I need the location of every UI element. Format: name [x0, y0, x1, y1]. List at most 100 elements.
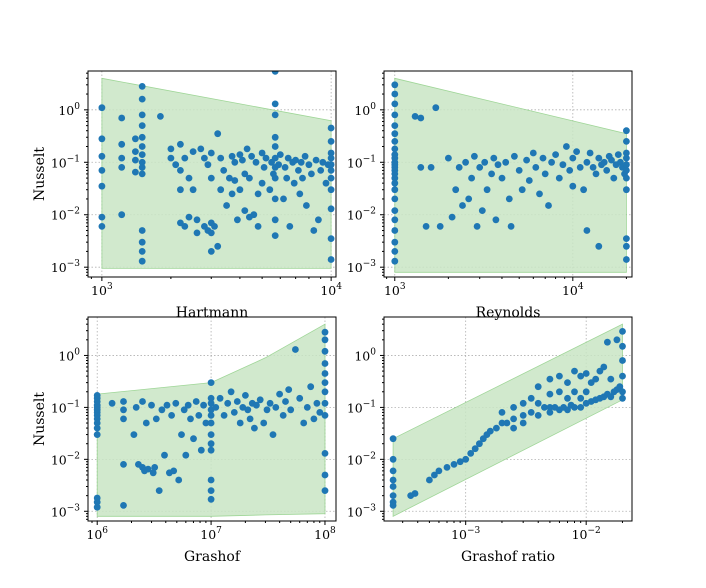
data-point [250, 211, 258, 219]
data-point [467, 450, 475, 457]
data-point [190, 435, 197, 443]
data-point [272, 404, 280, 411]
data-point [580, 186, 587, 194]
data-point [546, 409, 554, 416]
data-point [266, 399, 274, 407]
data-point [391, 145, 399, 153]
data-point [576, 164, 584, 171]
data-point [246, 174, 253, 182]
data-point [507, 223, 515, 230]
data-point [233, 398, 241, 405]
data-point [93, 424, 101, 432]
data-point [207, 476, 215, 484]
data-point [488, 170, 495, 178]
data-point [98, 152, 106, 160]
data-point [285, 386, 293, 393]
data-point [532, 164, 540, 171]
data-point [321, 471, 329, 479]
data-point [271, 71, 279, 75]
data-point [187, 415, 194, 423]
data-point [138, 111, 146, 119]
data-point [623, 242, 630, 250]
data-point [207, 412, 215, 419]
data-point [98, 182, 106, 190]
data-point [120, 406, 127, 414]
data-point [227, 388, 235, 396]
data-point [327, 167, 335, 174]
y-tick-label: 10−3 [347, 259, 376, 275]
data-point [317, 167, 325, 174]
data-point [120, 461, 127, 468]
data-point [582, 370, 590, 377]
data-point [197, 446, 205, 454]
data-point [138, 248, 146, 255]
data-point [327, 186, 335, 194]
data-point [241, 207, 249, 215]
data-point [515, 167, 523, 174]
data-point [256, 396, 264, 404]
data-point [148, 401, 155, 409]
data-point [266, 186, 274, 194]
data-point [207, 394, 215, 402]
data-point [271, 195, 279, 203]
data-point [476, 440, 483, 448]
y-axis-label: Nusselt [32, 392, 48, 446]
data-point [389, 476, 397, 484]
data-point [172, 399, 180, 407]
data-point [431, 471, 438, 479]
data-point [193, 216, 201, 224]
data-point [527, 409, 535, 416]
data-point [138, 151, 146, 159]
y-tick-label: 10−2 [347, 451, 376, 467]
data-point [465, 195, 473, 203]
panel-grashof: 106 107 108 10−3 10−2 10−1 100 Grashof Nusselt [32, 316, 337, 565]
data-point [271, 111, 279, 119]
data-point [138, 257, 146, 265]
data-point [391, 238, 399, 246]
data-point [236, 186, 244, 194]
data-point [471, 445, 479, 453]
data-point [493, 424, 500, 432]
data-point [450, 461, 458, 468]
scatter-series [391, 81, 630, 265]
data-point [595, 242, 603, 250]
data-point [389, 467, 397, 475]
data-point [503, 419, 511, 427]
data-point [510, 415, 517, 423]
data-point [563, 143, 570, 150]
data-point [534, 399, 542, 407]
data-point [305, 161, 313, 169]
data-point [417, 164, 425, 171]
x-axis-label: Hartmann [176, 305, 249, 321]
data-point [296, 190, 304, 198]
data-point [248, 152, 256, 160]
data-point [98, 104, 106, 112]
data-point [573, 148, 580, 156]
data-point [608, 156, 615, 164]
data-point [422, 223, 430, 230]
data-point [448, 213, 456, 221]
data-point [299, 174, 306, 182]
data-point [243, 145, 251, 153]
data-point [303, 202, 310, 209]
data-point [180, 406, 188, 414]
data-point [193, 229, 201, 237]
data-point [271, 154, 279, 162]
data-point [391, 81, 399, 89]
data-point [623, 127, 630, 135]
data-point [286, 223, 294, 230]
data-point [197, 145, 205, 153]
data-point [167, 145, 175, 153]
data-point [310, 415, 318, 423]
data-point [391, 195, 399, 203]
data-point [308, 170, 315, 178]
data-point [481, 158, 489, 166]
data-point [271, 216, 279, 224]
data-point [539, 154, 547, 162]
data-point [271, 143, 279, 150]
data-point [391, 138, 399, 145]
data-point [228, 190, 236, 198]
data-point [519, 399, 527, 407]
y-tick-label: 10−3 [51, 259, 80, 275]
data-point [505, 195, 513, 203]
